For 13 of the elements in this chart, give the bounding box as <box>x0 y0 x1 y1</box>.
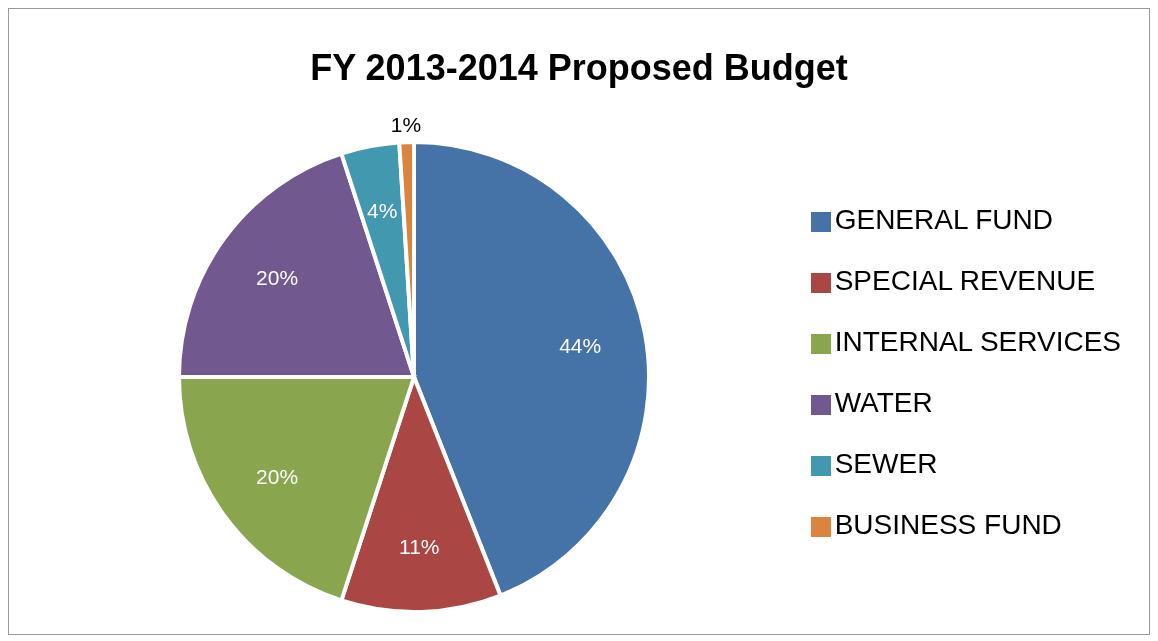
legend-label: INTERNAL SERVICES <box>834 326 1121 357</box>
data-label: 20% <box>256 464 299 488</box>
data-label: 20% <box>256 266 299 290</box>
legend-label: BUSINESS FUND <box>834 509 1062 540</box>
data-label: 1% <box>390 112 422 136</box>
legend-label: GENERAL FUND <box>834 204 1054 235</box>
data-label: 4% <box>367 199 398 223</box>
legend-label: WATER <box>834 387 933 418</box>
data-label: 44% <box>559 333 602 357</box>
data-label: 11% <box>399 534 440 558</box>
chart-title: FY 2013-2014 Proposed Budget <box>309 46 849 90</box>
legend-label: SPECIAL REVENUE <box>834 265 1096 296</box>
legend-label: SEWER <box>834 448 938 479</box>
